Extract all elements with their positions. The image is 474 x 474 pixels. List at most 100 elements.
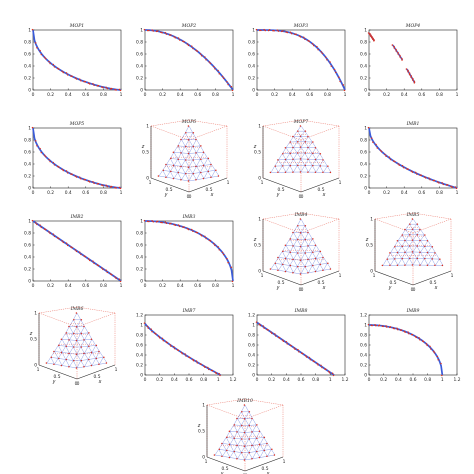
x-tick-label: 0 (144, 92, 147, 98)
obtained-point (416, 173, 418, 175)
obtained-point (407, 69, 409, 72)
obtained-point (277, 30, 280, 32)
obtained-point (53, 164, 56, 166)
obtained-point (62, 71, 65, 74)
mesh-edge (244, 438, 249, 447)
mesh-edge (80, 339, 85, 348)
mesh-edge (304, 232, 309, 240)
mesh-edge (88, 359, 93, 366)
obtained-point (218, 249, 221, 251)
plot-imb3: IMB3 0 0.2 0.4 0.6 0.8 1 0 0.2 0.4 0.6 0.8 1 (136, 214, 235, 289)
box-edge (412, 218, 452, 234)
z-axis-label: z (29, 332, 33, 337)
x-tick-label: 1.2 (454, 377, 461, 383)
obtained-point (178, 225, 181, 228)
mesh-edge (297, 125, 302, 132)
plot-frame (32, 29, 122, 91)
mesh-edge (420, 246, 425, 253)
mesh-edge (405, 245, 410, 253)
mesh-edge (203, 171, 208, 179)
y-axis-label: y (276, 193, 280, 198)
obtained-point (314, 171, 317, 173)
mesh-edge (233, 418, 238, 425)
obtained-point (177, 224, 180, 226)
mesh-edge (192, 146, 197, 153)
obtained-point (83, 255, 85, 257)
mesh-edge (412, 218, 417, 225)
obtained-point (286, 31, 289, 34)
mesh-edge (282, 159, 287, 166)
x-tick-label: 0.2 (159, 283, 166, 289)
obtained-point (413, 80, 416, 83)
mesh-edge (289, 153, 294, 160)
obtained-point (367, 32, 370, 34)
mesh-edge (214, 449, 219, 456)
mesh-edge (297, 158, 302, 166)
obtained-point (226, 436, 228, 439)
obtained-point (411, 228, 414, 231)
obtained-point (292, 158, 294, 160)
obtained-point (415, 336, 417, 339)
mesh-edge (58, 339, 63, 346)
obtained-point (307, 146, 309, 149)
mesh-edge (397, 246, 402, 253)
obtained-point (343, 89, 346, 92)
obtained-point (151, 29, 153, 31)
obtained-point (48, 231, 50, 233)
obtained-point (105, 86, 107, 88)
obtained-point (205, 59, 207, 61)
y-tick-label: 0 (28, 88, 31, 94)
mesh-edge (192, 173, 197, 180)
plot-title: IMB4 (294, 212, 308, 218)
obtained-point (199, 53, 202, 55)
mesh-edge (162, 170, 167, 178)
plot-frame (144, 29, 234, 91)
x-axis-line (412, 270, 452, 286)
mesh-edge (241, 438, 246, 447)
mesh-edge (304, 165, 309, 173)
mesh-edge (252, 445, 257, 452)
obtained-point (342, 84, 345, 86)
mesh-edge (308, 141, 313, 148)
obtained-point (208, 61, 211, 63)
obtained-point (151, 220, 153, 222)
obtained-point (227, 83, 229, 86)
mesh-edge (319, 153, 324, 160)
obtained-point (191, 358, 194, 361)
obtained-point (74, 77, 77, 79)
obtained-point (109, 273, 112, 275)
obtained-point (181, 352, 184, 355)
obtained-point (292, 245, 294, 247)
mesh-edge (427, 258, 432, 266)
obtained-point (389, 326, 392, 328)
obtained-point (319, 250, 322, 253)
mesh-edge (416, 252, 421, 259)
obtained-point (146, 220, 149, 223)
obtained-point (248, 438, 251, 440)
mesh-edge (95, 351, 100, 359)
obtained-point (80, 319, 83, 321)
y-tick-label: 0 (140, 373, 143, 379)
obtained-point (432, 350, 435, 352)
obtained-point (433, 179, 436, 182)
mesh-edge (297, 266, 302, 275)
obtained-point (97, 182, 100, 185)
obtained-point (397, 51, 399, 54)
y-axis-label: y (276, 286, 280, 291)
mesh-edge (73, 340, 78, 348)
obtained-point (58, 68, 60, 70)
true-front-line (257, 29, 346, 91)
obtained-point (408, 72, 411, 74)
obtained-point (204, 366, 206, 368)
obtained-point (169, 343, 171, 346)
mesh-edge (241, 452, 246, 461)
obtained-point (43, 154, 46, 156)
obtained-point (282, 340, 285, 343)
y-tick-label: 1 (364, 323, 367, 329)
mesh-edge (188, 146, 193, 154)
obtained-point (241, 411, 243, 413)
obtained-point (65, 242, 68, 244)
obtained-point (299, 146, 302, 148)
obtained-point (187, 166, 190, 168)
obtained-point (78, 78, 81, 80)
